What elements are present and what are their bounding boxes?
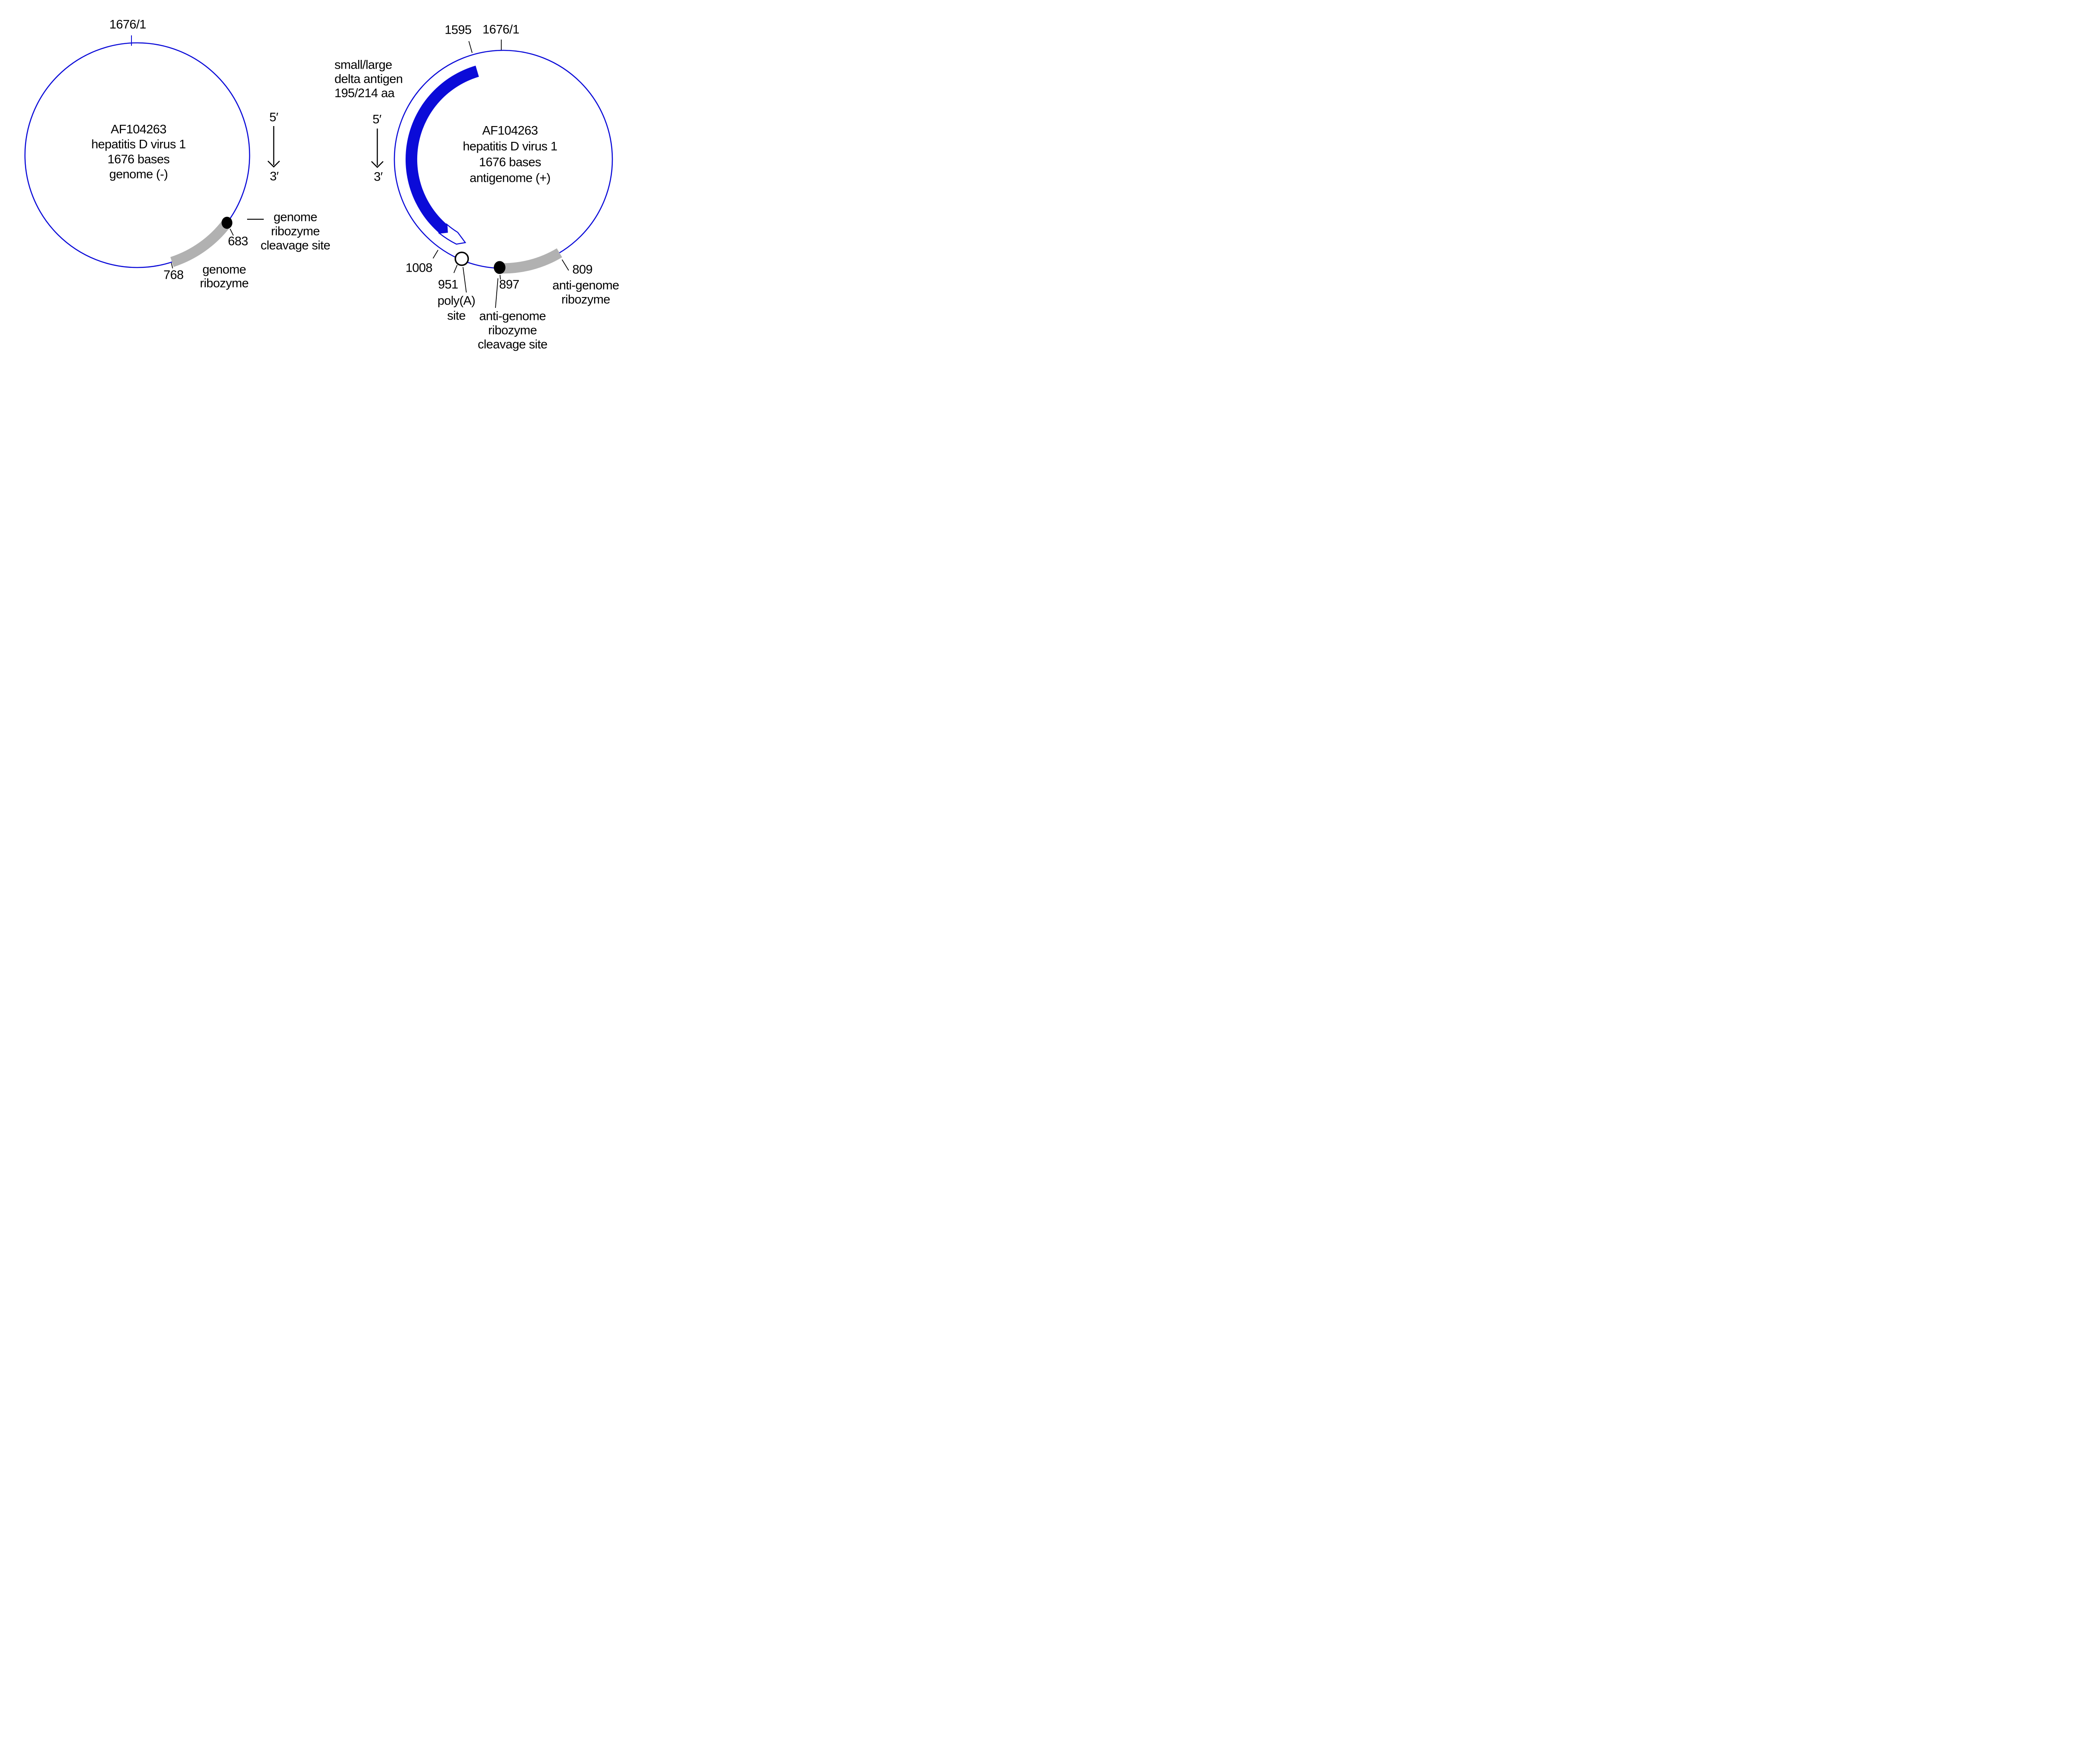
delta-antigen-label-line1: small/large — [334, 58, 392, 72]
right-809-tick — [562, 259, 569, 271]
left-center-line2: hepatitis D virus 1 — [91, 138, 186, 151]
antigenome-cleavage-site-dot — [494, 261, 505, 274]
genome-ribozyme-arc — [170, 219, 231, 267]
left-three-prime-label: 3′ — [270, 170, 279, 183]
right-1595-tick — [468, 41, 473, 53]
right-951-tick — [453, 265, 458, 273]
polya-site-circle — [454, 251, 469, 266]
left-genome-circle — [24, 42, 250, 268]
right-center-line3: 1676 bases — [479, 156, 541, 169]
right-antigenome-map: 1676/1 1595 small/large delta antigen 19… — [334, 23, 619, 352]
polya-pointer-line — [463, 267, 467, 293]
right-origin-label: 1676/1 — [483, 23, 519, 37]
left-center-line1: AF104263 — [111, 123, 166, 136]
right-1008-label: 1008 — [406, 261, 432, 275]
delta-antigen-label-line3: 195/214 aa — [334, 87, 395, 100]
genome-cleavage-label-line2: ribozyme — [271, 225, 320, 238]
genome-cleavage-label-line1: genome — [274, 211, 317, 224]
left-five-prime-label: 5′ — [269, 111, 278, 124]
antigenome-ribozyme-label-line2: ribozyme — [562, 293, 610, 307]
right-center-line4: antigenome (+) — [470, 171, 550, 185]
antigenome-cleavage-label-line1: anti-genome — [479, 310, 546, 323]
left-768-tick — [171, 263, 173, 269]
hdv-circular-genome-maps: 1676/1 683 768 genome ribozyme genome ri… — [24, 18, 619, 352]
right-direction-arrowhead-icon — [371, 161, 384, 168]
hdv-genome-figure: 1676/1 683 768 genome ribozyme genome ri… — [0, 0, 659, 353]
right-three-prime-label: 3′ — [374, 170, 383, 184]
right-809-label: 809 — [572, 263, 592, 277]
left-683-label: 683 — [228, 235, 248, 248]
genome-ribozyme-label-line1: genome — [203, 263, 246, 277]
left-center-line3: 1676 bases — [107, 153, 169, 166]
antigenome-ribozyme-arc — [499, 248, 562, 274]
delta-antigen-label-line2: delta antigen — [334, 72, 403, 86]
left-center-line4: genome (-) — [109, 168, 168, 181]
polya-label-line2: site — [447, 309, 466, 323]
right-1008-tick — [433, 250, 438, 259]
right-1595-label: 1595 — [445, 23, 471, 37]
genome-cleavage-label-line3: cleavage site — [260, 239, 330, 253]
antigenome-cleavage-label-line3: cleavage site — [478, 338, 547, 352]
left-683-tick — [230, 228, 234, 236]
delta-antigen-orf-band — [405, 65, 479, 233]
polya-label-line1: poly(A) — [438, 294, 475, 308]
left-origin-label: 1676/1 — [109, 18, 146, 32]
left-768-label: 768 — [163, 268, 183, 282]
right-center-line1: AF104263 — [482, 124, 538, 138]
genome-cleavage-site-dot — [221, 217, 233, 229]
antigenome-ribozyme-label-line1: anti-genome — [552, 279, 619, 292]
antigenome-cleavage-label-line2: ribozyme — [488, 324, 537, 337]
right-five-prime-label: 5′ — [372, 113, 381, 126]
delta-antigen-orf-arrowhead-icon — [438, 223, 466, 245]
right-951-label: 951 — [438, 278, 458, 292]
left-genome-map: 1676/1 683 768 genome ribozyme genome ri… — [24, 18, 330, 290]
genome-ribozyme-label-line2: ribozyme — [200, 277, 249, 290]
right-cleavage-pointer-line — [495, 278, 498, 308]
left-direction-arrowhead-icon — [267, 161, 280, 168]
right-center-line2: hepatitis D virus 1 — [463, 140, 557, 154]
right-897-label: 897 — [499, 278, 519, 292]
